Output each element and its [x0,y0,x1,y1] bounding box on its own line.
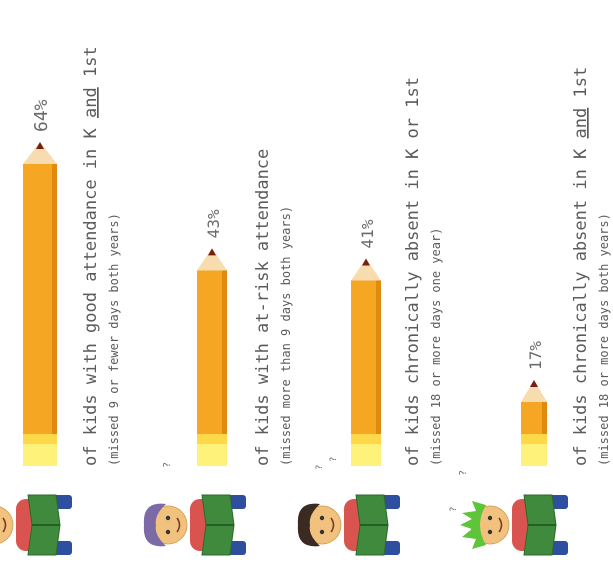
pencil-tip-lead [36,142,44,149]
value-label: 17% [526,341,545,370]
chart-rows: 64% of kids with good attendance in K and… [0,46,611,556]
pencil-eraser [197,444,227,466]
kid-hair [143,503,166,547]
bar-row-1: 64% of kids with good attendance in K and… [0,46,121,556]
bar-row-3: 41% of kids chronically absent in K or 1s… [297,77,443,556]
bar-row-2: 43% of kids with at-risk attendance (misse… [143,149,293,556]
category-label-part: 1st [571,67,591,108]
category-label-part: 1st [81,46,101,87]
category-label: of kids chronically absent in K or 1st [403,77,423,466]
category-label-part: of kids chronically absent in K or 1st [403,77,423,466]
category-label-part: and [571,108,591,139]
pencil-edge [542,401,547,434]
question-mark: ? [458,470,469,476]
category-label: of kids chronically absent in K and 1st [571,67,591,466]
value-label: 64% [31,99,52,132]
kid-hair [297,503,320,547]
kid-eye [319,529,325,535]
category-label-part: and [81,87,101,118]
category-sublabel: (missed 18 or more days both years) [597,213,611,466]
pencil-band [197,434,227,444]
kid-mouth [330,517,335,533]
value-label: 41% [358,219,377,248]
kid-mouth [2,517,7,533]
pencil-bar [351,258,381,466]
pencil-tip-wood [521,379,547,402]
pencil-tip-lead [208,248,216,256]
pencil-band [23,434,57,444]
dark-haired-kid-icon [297,494,400,556]
pencil-band [351,434,381,444]
kid-face [0,505,14,545]
kid-eye [319,515,325,521]
question-mark: ? [162,462,173,468]
category-label-part: of kids with good attendance in K [81,118,101,466]
pencil-edge [52,164,57,434]
category-sublabel: (missed more than 9 days both years) [279,206,293,466]
category-label-part: of kids with at-risk attendance [253,149,273,466]
red-haired-kid-icon [0,494,72,556]
category-sublabel: (missed 18 or more days one year) [429,228,443,466]
pencil-body [23,164,57,434]
question-mark: ? [329,457,339,462]
pencil-bar [23,142,57,466]
kid-hair [460,501,486,549]
question-mark: ? [449,507,459,512]
kid-eye [487,515,493,521]
pencil-eraser [521,444,547,466]
purple-haired-kid-icon [143,494,246,556]
question-mark: ? [315,465,325,470]
pencil-bar [521,379,547,466]
kid-eye [165,529,171,535]
kid-mouth [176,517,181,533]
category-label-part: of kids chronically absent in K [571,138,591,466]
pencil-band [521,434,547,444]
pencil-eraser [23,444,57,466]
green-haired-kid-icon [460,494,568,556]
pencil-tip-wood [197,248,227,271]
kid-eye [487,529,493,535]
kid-mouth [498,517,503,533]
pencil-tip-wood [23,142,57,164]
kid-eye [165,515,171,521]
category-sublabel: (missed 9 or fewer days both years) [107,213,121,466]
bar-row-4: 17% of kids chronically absent in K and 1… [460,67,611,556]
pencil-bar [197,248,227,466]
pencil-tip-lead [362,258,370,266]
pencil-eraser [351,444,381,466]
pencil-edge [376,280,381,434]
pencil-tip-lead [530,379,538,387]
value-label: 43% [204,209,223,238]
pencil-tip-wood [351,258,381,281]
pencil-edge [222,270,227,434]
category-label: of kids with good attendance in K and 1s… [81,46,101,466]
category-label: of kids with at-risk attendance [253,149,273,466]
